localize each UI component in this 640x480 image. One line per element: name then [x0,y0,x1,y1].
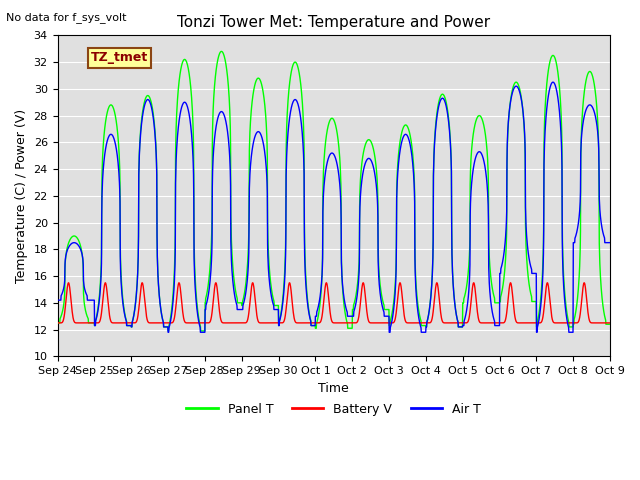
Text: TZ_tmet: TZ_tmet [91,51,148,64]
X-axis label: Time: Time [319,382,349,395]
Y-axis label: Temperature (C) / Power (V): Temperature (C) / Power (V) [15,109,28,283]
Legend: Panel T, Battery V, Air T: Panel T, Battery V, Air T [182,398,486,420]
Title: Tonzi Tower Met: Temperature and Power: Tonzi Tower Met: Temperature and Power [177,15,490,30]
Text: No data for f_sys_volt: No data for f_sys_volt [6,12,127,23]
